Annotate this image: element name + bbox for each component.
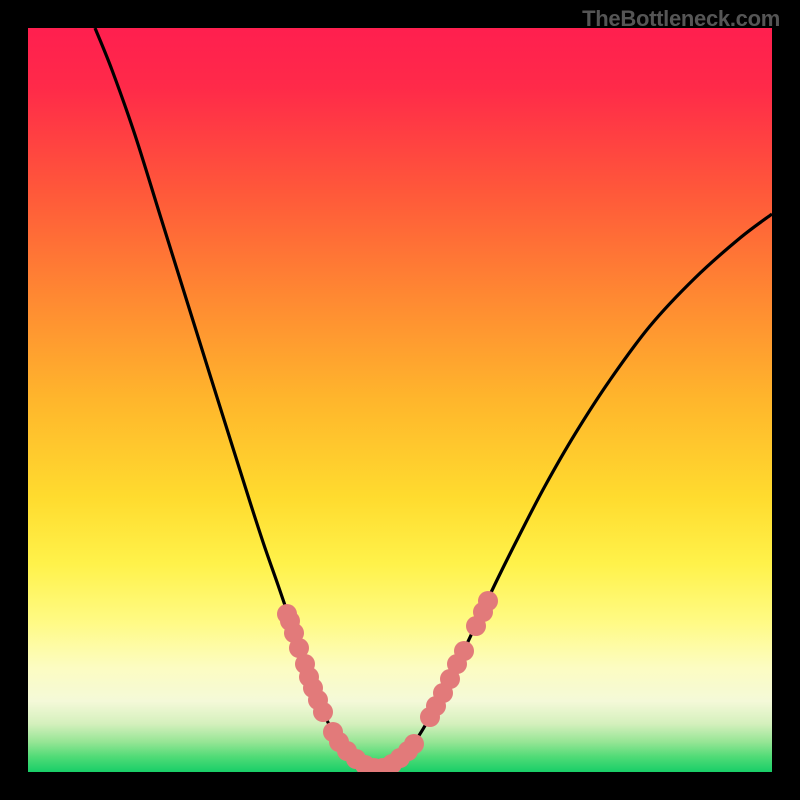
coral-marker	[313, 702, 333, 722]
plot-background	[28, 28, 772, 772]
coral-marker	[404, 734, 424, 754]
coral-marker	[454, 641, 474, 661]
coral-marker	[478, 591, 498, 611]
watermark: TheBottleneck.com	[582, 6, 780, 32]
bottleneck-chart	[0, 0, 800, 800]
